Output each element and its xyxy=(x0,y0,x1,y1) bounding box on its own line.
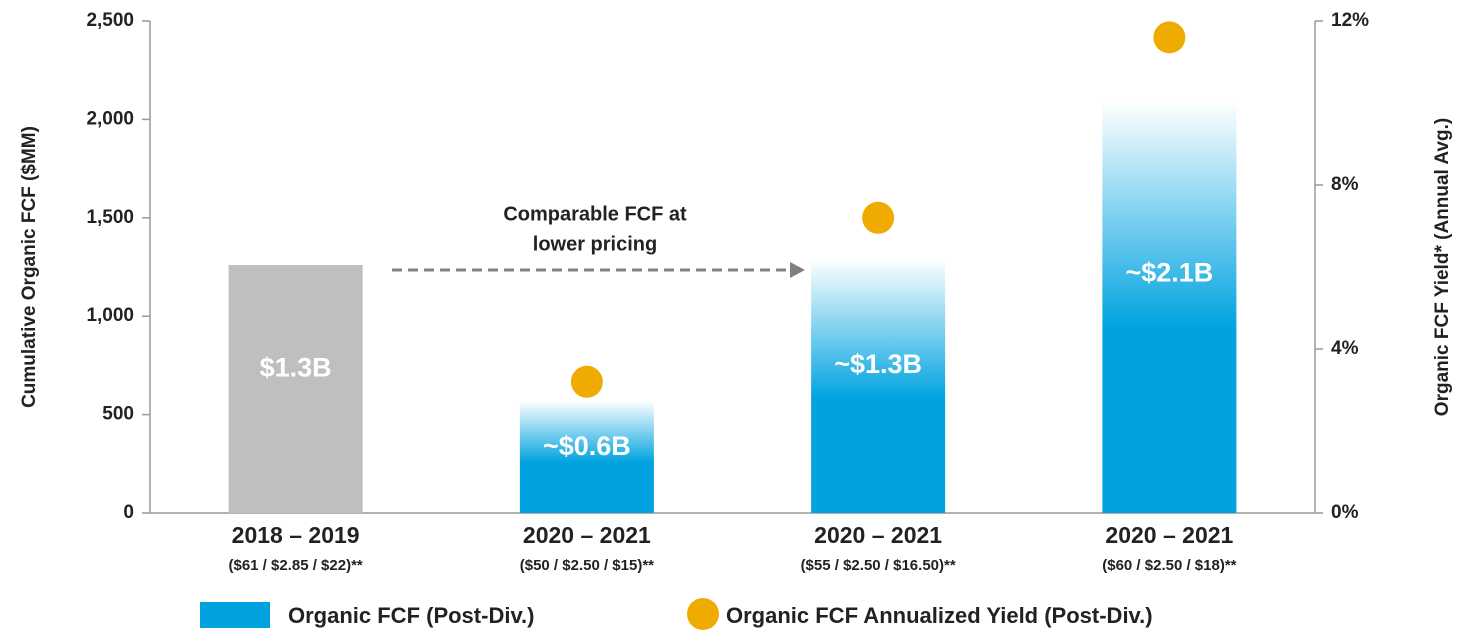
legend-label: Organic FCF Annualized Yield (Post-Div.) xyxy=(726,603,1153,628)
yield-dot xyxy=(1153,21,1186,54)
y-tick-label: 500 xyxy=(102,404,134,425)
value-label: $1.3B xyxy=(260,352,332,382)
annotation: Comparable FCF at xyxy=(503,203,687,225)
y2-tick-label: 12% xyxy=(1331,10,1369,31)
y2-axis-label: Organic FCF Yield* (Annual Avg.) xyxy=(1432,118,1453,416)
x-tick-note: ($50 / $2.50 / $15)** xyxy=(520,557,654,574)
legend-label: Organic FCF (Post-Div.) xyxy=(288,603,535,628)
y-tick-label: 1,500 xyxy=(86,207,134,228)
x-tick-label: 2018 – 2019 xyxy=(232,522,360,548)
yield-dot xyxy=(570,365,603,398)
y-tick-label: 1,000 xyxy=(86,305,134,326)
bar xyxy=(1102,101,1237,514)
legend-swatch xyxy=(687,598,719,630)
y-tick-label: 2,000 xyxy=(86,108,134,129)
x-tick-label: 2020 – 2021 xyxy=(523,522,651,548)
bar xyxy=(519,400,654,513)
bar xyxy=(228,265,363,513)
y-tick-label: 0 xyxy=(123,502,134,523)
x-tick-note: ($60 / $2.50 / $18)** xyxy=(1102,557,1236,574)
y2-tick-label: 8% xyxy=(1331,174,1359,195)
x-tick-note: ($61 / $2.85 / $22)** xyxy=(228,557,362,574)
x-tick-label: 2020 – 2021 xyxy=(1105,522,1233,548)
yield-dot xyxy=(862,201,895,234)
y2-tick-label: 0% xyxy=(1331,502,1359,523)
annotation: lower pricing xyxy=(533,233,657,255)
value-label: ~$1.3B xyxy=(834,349,922,379)
legend-swatch xyxy=(200,602,270,628)
value-label: ~$0.6B xyxy=(543,431,631,461)
value-label: ~$2.1B xyxy=(1125,258,1213,288)
x-tick-label: 2020 – 2021 xyxy=(814,522,942,548)
y-axis-label: Cumulative Organic FCF ($MM) xyxy=(19,126,40,408)
x-tick-note: ($55 / $2.50 / $16.50)** xyxy=(801,557,956,574)
y2-tick-label: 4% xyxy=(1331,338,1359,359)
bar xyxy=(811,259,946,513)
annotation-arrowhead xyxy=(790,262,805,278)
y-tick-label: 2,500 xyxy=(86,10,134,31)
